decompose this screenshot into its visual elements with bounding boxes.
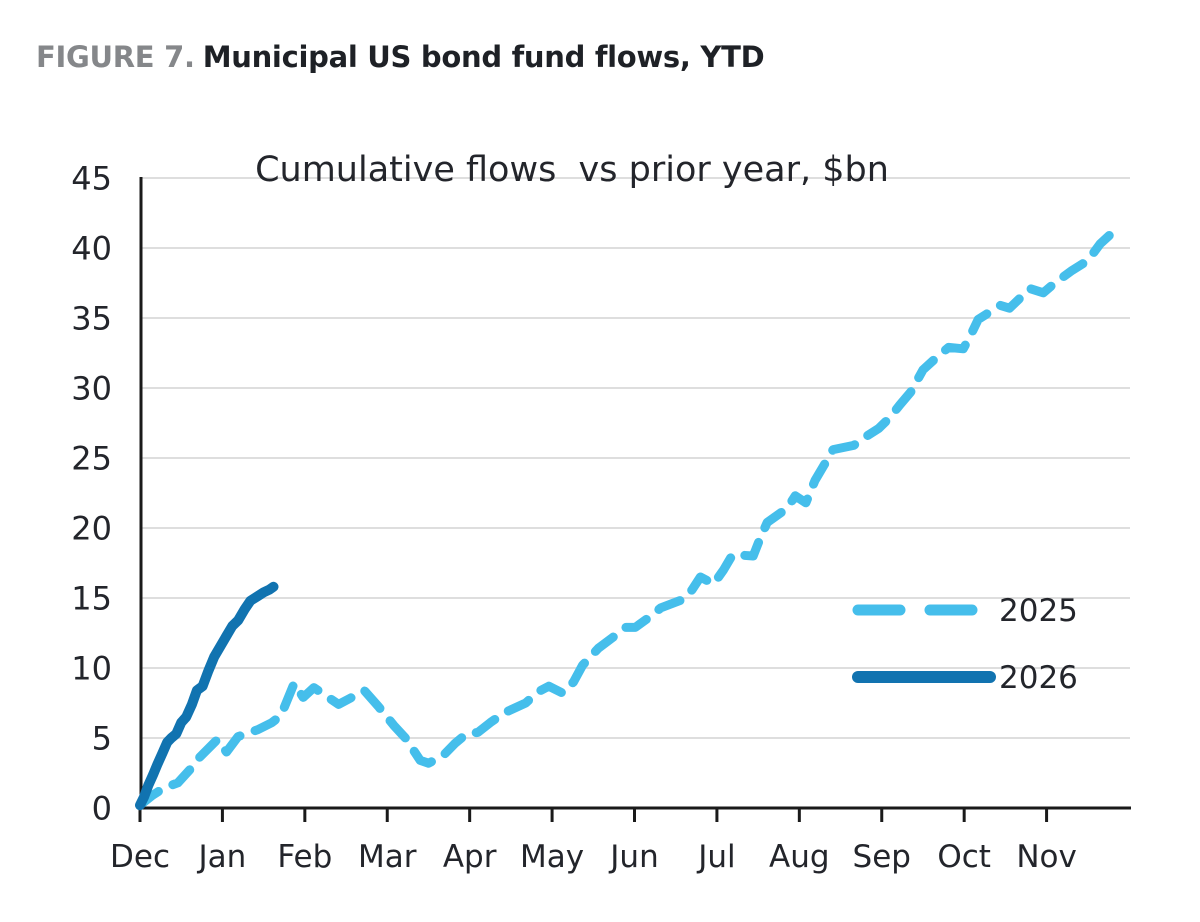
y-tick-label-35: 35	[71, 300, 112, 338]
y-tick-label-20: 20	[71, 510, 112, 548]
series-group	[135, 229, 1116, 811]
series-2026-line	[135, 581, 279, 811]
x-tick-label-apr: Apr	[443, 839, 497, 875]
x-tick-label-dec: Dec	[110, 839, 170, 875]
x-tick-label-sep: Sep	[853, 839, 911, 875]
x-tick-label-aug: Aug	[769, 839, 830, 875]
x-tick-label-oct: Oct	[937, 839, 991, 875]
x-tick-label-jul: Jul	[696, 839, 735, 875]
y-tick-label-30: 30	[71, 370, 112, 408]
x-tick-label-jan: Jan	[197, 839, 247, 875]
figure-heading: FIGURE 7. Municipal US bond fund flows, Y…	[36, 40, 765, 74]
y-tick-label-15: 15	[71, 580, 112, 618]
legend-2025-label: 2025	[999, 593, 1078, 629]
legend-2026-label: 2026	[999, 660, 1078, 696]
axes-group	[138, 177, 1131, 822]
x-tick-label-may: May	[520, 839, 584, 875]
x-tick-label-mar: Mar	[358, 839, 417, 875]
legend: 2025 2026	[852, 593, 1078, 696]
figure-number-label: FIGURE 7.	[36, 40, 195, 74]
y-tick-label-40: 40	[71, 230, 112, 268]
y-tick-label-25: 25	[71, 440, 112, 478]
gridlines-group	[141, 177, 1130, 739]
x-tick-label-jun: Jun	[608, 839, 658, 875]
figure-title: Municipal US bond fund flows, YTD	[202, 40, 765, 74]
y-tick-label-45: 45	[71, 160, 112, 198]
y-tick-label-5: 5	[92, 720, 112, 758]
series-2025-line	[135, 229, 1116, 810]
chart-title: Cumulative flows vs prior year, $bn	[255, 150, 889, 190]
x-tick-label-feb: Feb	[277, 839, 332, 875]
x-tick-label-nov: Nov	[1016, 839, 1077, 875]
y-tick-label-0: 0	[92, 790, 112, 828]
y-tick-label-10: 10	[71, 650, 112, 688]
